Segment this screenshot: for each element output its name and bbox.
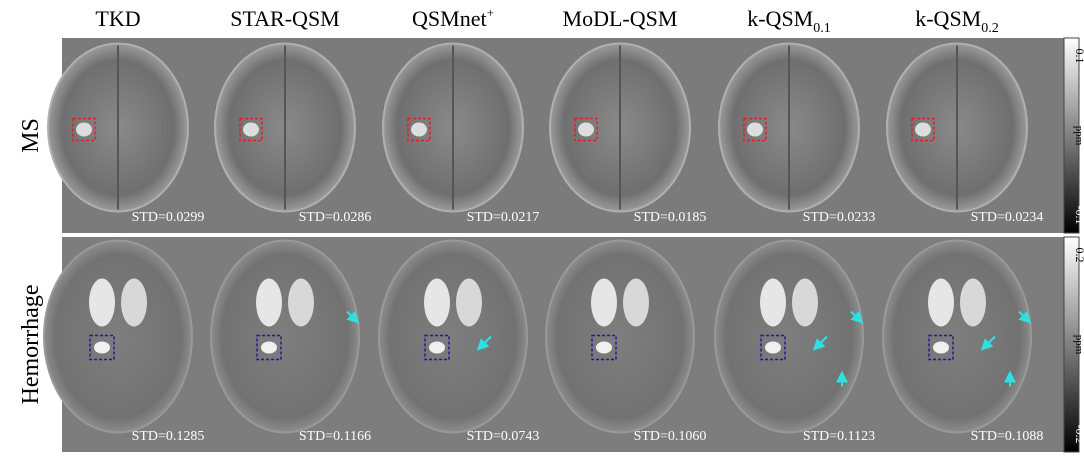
brain-image [545, 239, 695, 434]
header-sub: 0.1 [813, 21, 831, 36]
hemorrhage [933, 341, 949, 354]
basal-ganglia [960, 278, 986, 327]
arrow [1018, 310, 1032, 324]
hemorrhage [94, 341, 110, 354]
column-header: MoDL-QSM [563, 6, 678, 31]
std-label: STD=0.1088 [971, 429, 1044, 444]
lesion [243, 122, 259, 137]
column-header: k-QSM0.2 [915, 6, 999, 36]
header-sub: 0.2 [981, 21, 999, 36]
colorbar-unit: ppm [1073, 335, 1084, 355]
lesion [915, 122, 931, 137]
arrow [850, 310, 864, 324]
std-label: STD=0.1166 [299, 429, 371, 444]
arrow [980, 335, 996, 351]
brain-image [882, 239, 1032, 434]
brain-image [210, 239, 360, 434]
roi-box [911, 117, 935, 142]
basal-ganglia [792, 278, 818, 327]
std-label: STD=0.0299 [132, 210, 205, 225]
basal-ganglia [256, 278, 282, 327]
basal-ganglia [121, 278, 147, 327]
colorbar [1063, 37, 1080, 234]
roi-box [256, 334, 282, 361]
roi-box [760, 334, 786, 361]
colorbar-max: 0.2 [1073, 248, 1084, 263]
roi-box [743, 117, 767, 142]
std-label: STD=0.0233 [803, 210, 876, 225]
basal-ganglia [89, 278, 115, 327]
roi-box [574, 117, 598, 142]
colorbar-max: 0.1 [1073, 49, 1084, 64]
brain-image [714, 239, 864, 434]
header-text: QSMnet [412, 6, 487, 31]
roi-box [591, 334, 617, 361]
colorbar-min: -0.1 [1073, 206, 1084, 225]
colorbar [1063, 236, 1080, 453]
column-header: QSMnet+ [412, 5, 494, 31]
std-label: STD=0.1285 [132, 429, 205, 444]
lesion [747, 122, 763, 137]
lesion [578, 122, 594, 137]
roi-box [72, 117, 96, 142]
basal-ganglia [456, 278, 482, 327]
hemorrhage [261, 341, 277, 354]
colorbar-unit: ppm [1073, 126, 1084, 146]
column-header: TKD [95, 6, 140, 31]
arrow [812, 335, 828, 351]
header-text: k-QSM [747, 6, 813, 31]
basal-ganglia [623, 278, 649, 327]
brain-image [43, 239, 193, 434]
lesion [411, 122, 427, 137]
std-label: STD=0.0217 [467, 210, 540, 225]
basal-ganglia [760, 278, 786, 327]
roi-box [89, 334, 115, 361]
roi-box [928, 334, 954, 361]
header-sup: + [487, 5, 494, 20]
std-label: STD=0.1123 [803, 429, 875, 444]
header-text: MoDL-QSM [563, 6, 678, 31]
roi-box [424, 334, 450, 361]
std-label: STD=0.0743 [467, 429, 540, 444]
std-label: STD=0.0234 [971, 210, 1044, 225]
std-label: STD=0.1060 [634, 429, 707, 444]
basal-ganglia [288, 278, 314, 327]
basal-ganglia [424, 278, 450, 327]
header-text: TKD [95, 6, 140, 31]
arrow [346, 310, 360, 324]
lesion [76, 122, 92, 137]
colorbar-min: -0.2 [1073, 425, 1084, 444]
row-label: MS [18, 118, 44, 153]
column-header: STAR-QSM [230, 6, 339, 31]
column-header: k-QSM0.1 [747, 6, 831, 36]
row-label: Hemorrhage [18, 285, 44, 405]
std-label: STD=0.0185 [634, 210, 707, 225]
header-text: STAR-QSM [230, 6, 339, 31]
brain-image [378, 239, 528, 434]
hemorrhage [596, 341, 612, 354]
roi-box [239, 117, 263, 142]
roi-box [407, 117, 431, 142]
hemorrhage [765, 341, 781, 354]
basal-ganglia [591, 278, 617, 327]
arrow [476, 335, 492, 351]
hemorrhage [429, 341, 445, 354]
basal-ganglia [928, 278, 954, 327]
std-label: STD=0.0286 [299, 210, 372, 225]
header-text: k-QSM [915, 6, 981, 31]
